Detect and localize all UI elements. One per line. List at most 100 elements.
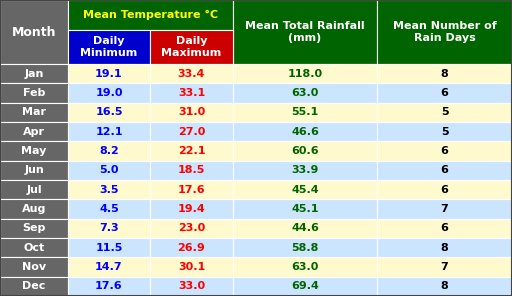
Bar: [68, 30, 150, 64]
Bar: [68, 0, 233, 30]
Bar: [377, 257, 512, 277]
Bar: [377, 180, 512, 199]
Text: 33.0: 33.0: [178, 281, 205, 291]
Bar: [150, 83, 233, 103]
Text: 8: 8: [441, 281, 449, 291]
Bar: [377, 64, 512, 83]
Text: 19.1: 19.1: [95, 69, 123, 79]
Bar: [68, 103, 150, 122]
Bar: [150, 219, 233, 238]
Bar: [233, 180, 377, 199]
Text: 6: 6: [440, 223, 449, 233]
Text: 11.5: 11.5: [95, 243, 123, 253]
Text: 33.1: 33.1: [178, 88, 205, 98]
Text: Mean Total Rainfall
(mm): Mean Total Rainfall (mm): [245, 21, 365, 43]
Bar: [150, 199, 233, 219]
Text: 33.4: 33.4: [178, 69, 205, 79]
Bar: [68, 141, 150, 161]
Bar: [68, 64, 150, 83]
Bar: [0, 180, 68, 199]
Bar: [377, 141, 512, 161]
Bar: [68, 257, 150, 277]
Text: 27.0: 27.0: [178, 127, 205, 137]
Text: 45.4: 45.4: [291, 185, 319, 195]
Bar: [377, 0, 512, 64]
Text: 45.1: 45.1: [291, 204, 319, 214]
Text: 58.8: 58.8: [291, 243, 318, 253]
Text: 8: 8: [441, 69, 449, 79]
Bar: [233, 83, 377, 103]
Bar: [233, 0, 377, 64]
Text: 6: 6: [440, 165, 449, 175]
Bar: [0, 161, 68, 180]
Text: Mean Number of
Rain Days: Mean Number of Rain Days: [393, 21, 496, 43]
Bar: [233, 122, 377, 141]
Text: 18.5: 18.5: [178, 165, 205, 175]
Bar: [0, 238, 68, 257]
Text: 8: 8: [441, 243, 449, 253]
Text: 7.3: 7.3: [99, 223, 119, 233]
Bar: [377, 103, 512, 122]
Text: 26.9: 26.9: [178, 243, 205, 253]
Text: 69.4: 69.4: [291, 281, 319, 291]
Bar: [0, 64, 68, 83]
Bar: [68, 122, 150, 141]
Bar: [150, 161, 233, 180]
Text: Dec: Dec: [23, 281, 46, 291]
Text: Daily
Minimum: Daily Minimum: [80, 36, 138, 58]
Bar: [150, 30, 233, 64]
Bar: [0, 0, 68, 64]
Bar: [68, 238, 150, 257]
Text: 5: 5: [441, 127, 449, 137]
Bar: [68, 277, 150, 296]
Text: Jan: Jan: [24, 69, 44, 79]
Text: 6: 6: [440, 146, 449, 156]
Text: 17.6: 17.6: [178, 185, 205, 195]
Text: Aug: Aug: [22, 204, 46, 214]
Text: 63.0: 63.0: [291, 88, 318, 98]
Text: Month: Month: [12, 25, 56, 38]
Text: 63.0: 63.0: [291, 262, 318, 272]
Bar: [150, 257, 233, 277]
Bar: [233, 199, 377, 219]
Bar: [377, 83, 512, 103]
Bar: [377, 122, 512, 141]
Bar: [233, 277, 377, 296]
Text: 17.6: 17.6: [95, 281, 123, 291]
Text: 16.5: 16.5: [95, 107, 123, 117]
Bar: [68, 199, 150, 219]
Text: 55.1: 55.1: [291, 107, 318, 117]
Bar: [68, 161, 150, 180]
Text: 30.1: 30.1: [178, 262, 205, 272]
Text: 8.2: 8.2: [99, 146, 119, 156]
Bar: [233, 103, 377, 122]
Text: Apr: Apr: [23, 127, 45, 137]
Bar: [68, 83, 150, 103]
Bar: [150, 103, 233, 122]
Text: Sep: Sep: [23, 223, 46, 233]
Bar: [150, 122, 233, 141]
Text: Jun: Jun: [24, 165, 44, 175]
Text: 3.5: 3.5: [99, 185, 119, 195]
Bar: [0, 83, 68, 103]
Bar: [150, 141, 233, 161]
Text: 6: 6: [440, 185, 449, 195]
Text: 7: 7: [441, 204, 449, 214]
Text: Mean Temperature °C: Mean Temperature °C: [83, 10, 218, 20]
Bar: [233, 238, 377, 257]
Bar: [377, 161, 512, 180]
Bar: [233, 64, 377, 83]
Text: 5: 5: [441, 107, 449, 117]
Bar: [0, 141, 68, 161]
Text: 23.0: 23.0: [178, 223, 205, 233]
Bar: [0, 103, 68, 122]
Text: 19.0: 19.0: [95, 88, 123, 98]
Bar: [233, 219, 377, 238]
Bar: [68, 219, 150, 238]
Text: Mar: Mar: [22, 107, 46, 117]
Bar: [377, 277, 512, 296]
Bar: [0, 122, 68, 141]
Bar: [0, 219, 68, 238]
Bar: [0, 277, 68, 296]
Text: 44.6: 44.6: [291, 223, 319, 233]
